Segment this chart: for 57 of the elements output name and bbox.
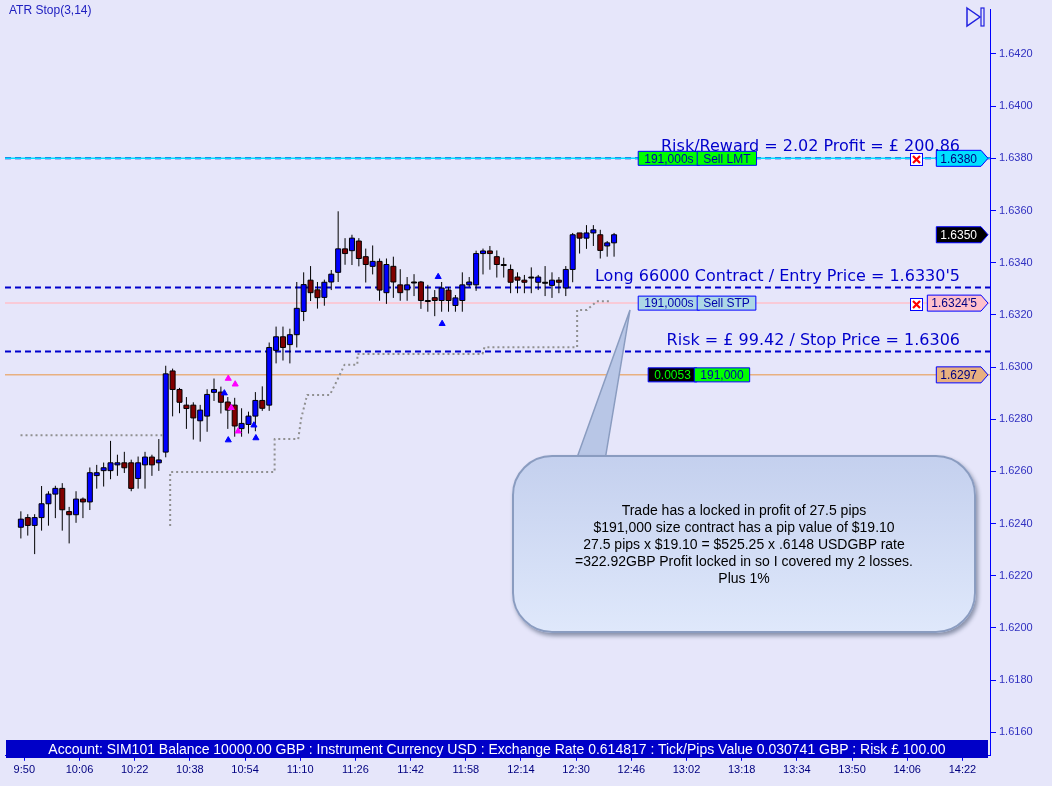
speech-bubble: Trade has a locked in profit of 27.5 pips $191,000 size contract has a pip value of $19.10 27.5 pips x $19.10 = $525.25 x .6148 USDGBP rate =322.92GBP Profit locked in so I covered my 2 losses. Plus 1%: [512, 455, 976, 633]
point: [438, 319, 446, 326]
y-tick-label: 1.6360: [999, 203, 1033, 216]
status-banner: Account: SIM101 Balance 10000.00 GBP : Instrument Currency USD : Exchange Rate 0.614817 : Tick/Pips Value 0.030741 GBP : Risk £ 100.00: [6, 740, 988, 758]
y-tick-label: 1.6320: [999, 307, 1033, 320]
annotation: 0.0053: [654, 368, 692, 383]
x-tick-label: 13:02: [672, 763, 701, 776]
annotation: Sell LMT: [703, 151, 752, 166]
annotation: 1.6350: [940, 228, 978, 243]
x-tick-label: 11:42: [397, 763, 424, 776]
x-tick-label: 10:06: [65, 763, 94, 776]
x-tick-label: 11:10: [286, 763, 314, 776]
y-tick-label: 1.6400: [999, 99, 1033, 112]
x-tick-label: 11:26: [342, 763, 369, 776]
y-tick-label: 1.6300: [999, 360, 1033, 373]
y-tick-label: 1.6180: [999, 673, 1033, 686]
y-tick-label: 1.6380: [999, 151, 1033, 164]
x-tick-label: 10:54: [231, 763, 259, 776]
x-tick-label: 12:30: [562, 763, 590, 776]
annotation: 191,000s: [644, 296, 694, 311]
point: [234, 427, 242, 434]
x-tick-label: 10:22: [120, 763, 149, 776]
annotation: 191,000: [700, 368, 744, 383]
point: [227, 403, 235, 410]
y-tick-label: 1.6260: [999, 464, 1033, 477]
ref-line-label: 1.6297: [940, 368, 978, 383]
ref-line-label: 1.6380: [940, 151, 978, 166]
point: [231, 380, 239, 387]
x-tick-label: 11:58: [452, 763, 480, 776]
y-tick-label: 1.6240: [999, 516, 1033, 529]
y-tick-label: 1.6220: [999, 568, 1033, 581]
point: [220, 389, 228, 396]
annotation: Sell STP: [703, 296, 750, 311]
y-tick-label: 1.6160: [999, 725, 1033, 738]
x-tick-label: 14:22: [948, 763, 977, 776]
x-tick-label: 13:18: [727, 763, 756, 776]
x-tick-label: 13:34: [783, 763, 811, 776]
x-tick-label: 12:14: [507, 763, 535, 776]
ref-line-label: Risk = £ 99.42 / Stop Price = 1.6306: [666, 329, 960, 349]
point: [434, 272, 442, 280]
y-tick-label: 1.6280: [999, 412, 1033, 425]
point: [224, 374, 232, 381]
x-tick-label: 12:46: [617, 763, 646, 776]
y-tick-label: 1.6200: [999, 620, 1033, 633]
x-tick-label: 14:06: [893, 763, 921, 776]
chart-title: ATR Stop(3,14): [9, 3, 92, 18]
point: [224, 436, 232, 443]
point: [250, 421, 258, 428]
y-tick-label: 1.6420: [999, 46, 1033, 59]
y-tick-label: 1.6340: [999, 255, 1033, 268]
x-tick-label: 9:50: [13, 763, 36, 776]
ref-line-label: 1.6324'5: [931, 296, 978, 311]
x-tick-label: 13:50: [838, 763, 866, 776]
ref-line-label: Long 66000 Contract / Entry Price = 1.6330'5: [594, 265, 960, 285]
point: [252, 434, 260, 441]
annotation: 191,000s: [644, 151, 694, 166]
x-tick-label: 10:38: [176, 763, 204, 776]
